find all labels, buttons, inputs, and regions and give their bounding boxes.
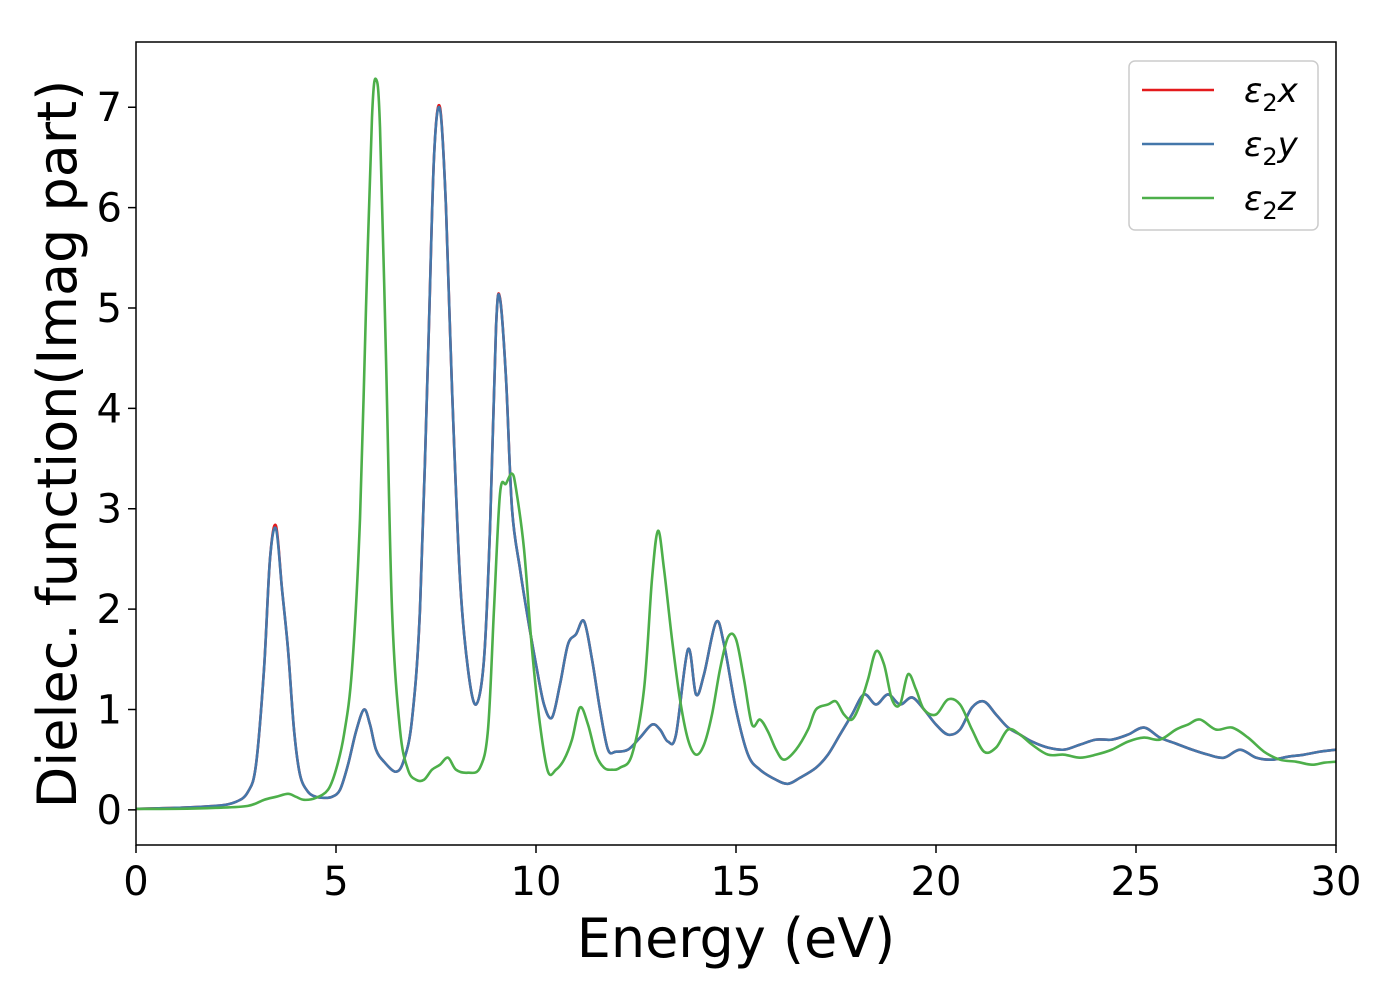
legend-label-x: ε2x	[1244, 71, 1299, 117]
x-tick-label: 10	[511, 859, 562, 905]
series-line-z	[136, 77, 1336, 811]
legend-label-y: ε2y	[1244, 125, 1299, 171]
y-axis-label: Dielec. function(Imag part)	[26, 80, 89, 809]
y-tick-label: 5	[97, 286, 122, 332]
y-tick-label: 7	[97, 85, 122, 131]
legend: ε2x ε2y ε2z	[1128, 60, 1319, 231]
y-tick-label: 1	[97, 687, 122, 733]
y-tick-label: 6	[97, 186, 122, 232]
x-axis-label: Energy (eV)	[577, 907, 896, 970]
x-axis-ticks: 0 5 10 15 20 25 30	[123, 845, 1361, 905]
x-tick-label: 25	[1111, 859, 1162, 905]
x-tick-label: 5	[323, 859, 348, 905]
y-tick-label: 4	[97, 386, 122, 432]
y-tick-label: 2	[97, 587, 122, 633]
x-tick-label: 30	[1311, 859, 1362, 905]
y-tick-label: 0	[97, 788, 122, 834]
legend-box	[1128, 60, 1319, 231]
x-tick-label: 20	[911, 859, 962, 905]
y-axis-ticks: 0 1 2 3 4 5 6 7	[97, 85, 136, 834]
series-line-y	[136, 105, 1336, 811]
x-tick-label: 0	[123, 859, 148, 905]
x-tick-label: 15	[711, 859, 762, 905]
y-tick-label: 3	[97, 487, 122, 533]
series-layer	[136, 77, 1336, 811]
legend-label-z: ε2z	[1244, 179, 1297, 225]
